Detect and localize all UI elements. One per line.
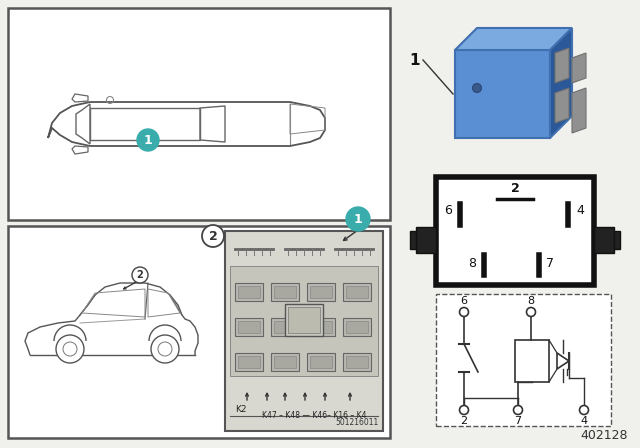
Bar xyxy=(343,318,371,336)
Polygon shape xyxy=(614,231,620,249)
Text: K47 – K48 — K46– K16 – K4: K47 – K48 — K46– K16 – K4 xyxy=(262,411,366,420)
Circle shape xyxy=(202,225,224,247)
Polygon shape xyxy=(555,48,569,83)
Text: 2: 2 xyxy=(511,181,520,194)
Circle shape xyxy=(460,405,468,414)
Text: 8: 8 xyxy=(527,296,534,306)
Bar xyxy=(288,307,320,333)
Bar xyxy=(307,353,335,371)
Circle shape xyxy=(132,267,148,283)
Text: 6: 6 xyxy=(461,296,467,306)
Polygon shape xyxy=(572,88,586,133)
Bar xyxy=(310,321,332,333)
Text: 4: 4 xyxy=(576,203,584,216)
Bar xyxy=(238,356,260,368)
Bar xyxy=(235,283,263,301)
Bar xyxy=(285,304,323,336)
Polygon shape xyxy=(455,28,572,50)
Bar xyxy=(235,353,263,371)
Bar xyxy=(238,321,260,333)
Circle shape xyxy=(579,405,589,414)
Bar xyxy=(310,286,332,298)
Bar xyxy=(307,318,335,336)
Text: 2: 2 xyxy=(460,416,468,426)
Bar xyxy=(436,177,594,285)
Circle shape xyxy=(472,83,481,92)
Bar xyxy=(271,283,299,301)
Text: 4: 4 xyxy=(580,416,588,426)
Text: K2: K2 xyxy=(235,405,246,414)
Bar xyxy=(346,321,368,333)
Bar xyxy=(271,318,299,336)
Bar xyxy=(274,356,296,368)
Text: 402128: 402128 xyxy=(580,429,628,442)
Circle shape xyxy=(513,405,522,414)
Bar xyxy=(225,231,383,431)
Bar xyxy=(343,353,371,371)
Polygon shape xyxy=(455,50,550,138)
Bar xyxy=(271,353,299,371)
Polygon shape xyxy=(555,88,569,123)
Text: 1: 1 xyxy=(354,212,362,225)
Bar xyxy=(230,266,378,376)
Bar xyxy=(515,340,549,382)
Bar xyxy=(238,286,260,298)
Bar xyxy=(235,318,263,336)
Bar xyxy=(274,286,296,298)
Bar xyxy=(310,356,332,368)
Polygon shape xyxy=(416,227,436,253)
Bar xyxy=(8,226,390,438)
Polygon shape xyxy=(594,227,614,253)
Bar xyxy=(436,294,611,426)
Bar xyxy=(346,286,368,298)
Bar xyxy=(274,321,296,333)
Circle shape xyxy=(56,335,84,363)
Bar xyxy=(8,8,390,220)
Polygon shape xyxy=(550,28,572,138)
Circle shape xyxy=(137,129,159,151)
Circle shape xyxy=(460,307,468,316)
Text: 7: 7 xyxy=(546,257,554,270)
Text: 2: 2 xyxy=(209,229,218,242)
Text: 1: 1 xyxy=(410,52,420,68)
Circle shape xyxy=(151,335,179,363)
Polygon shape xyxy=(572,53,586,83)
Text: 6: 6 xyxy=(444,203,452,216)
Bar xyxy=(307,283,335,301)
Bar xyxy=(346,356,368,368)
Circle shape xyxy=(527,307,536,316)
Text: 7: 7 xyxy=(515,416,522,426)
Text: 2: 2 xyxy=(136,270,143,280)
Bar xyxy=(343,283,371,301)
Text: 501216011: 501216011 xyxy=(336,418,379,427)
Text: 8: 8 xyxy=(468,257,476,270)
Circle shape xyxy=(346,207,370,231)
Text: 1: 1 xyxy=(143,134,152,146)
Polygon shape xyxy=(410,231,416,249)
